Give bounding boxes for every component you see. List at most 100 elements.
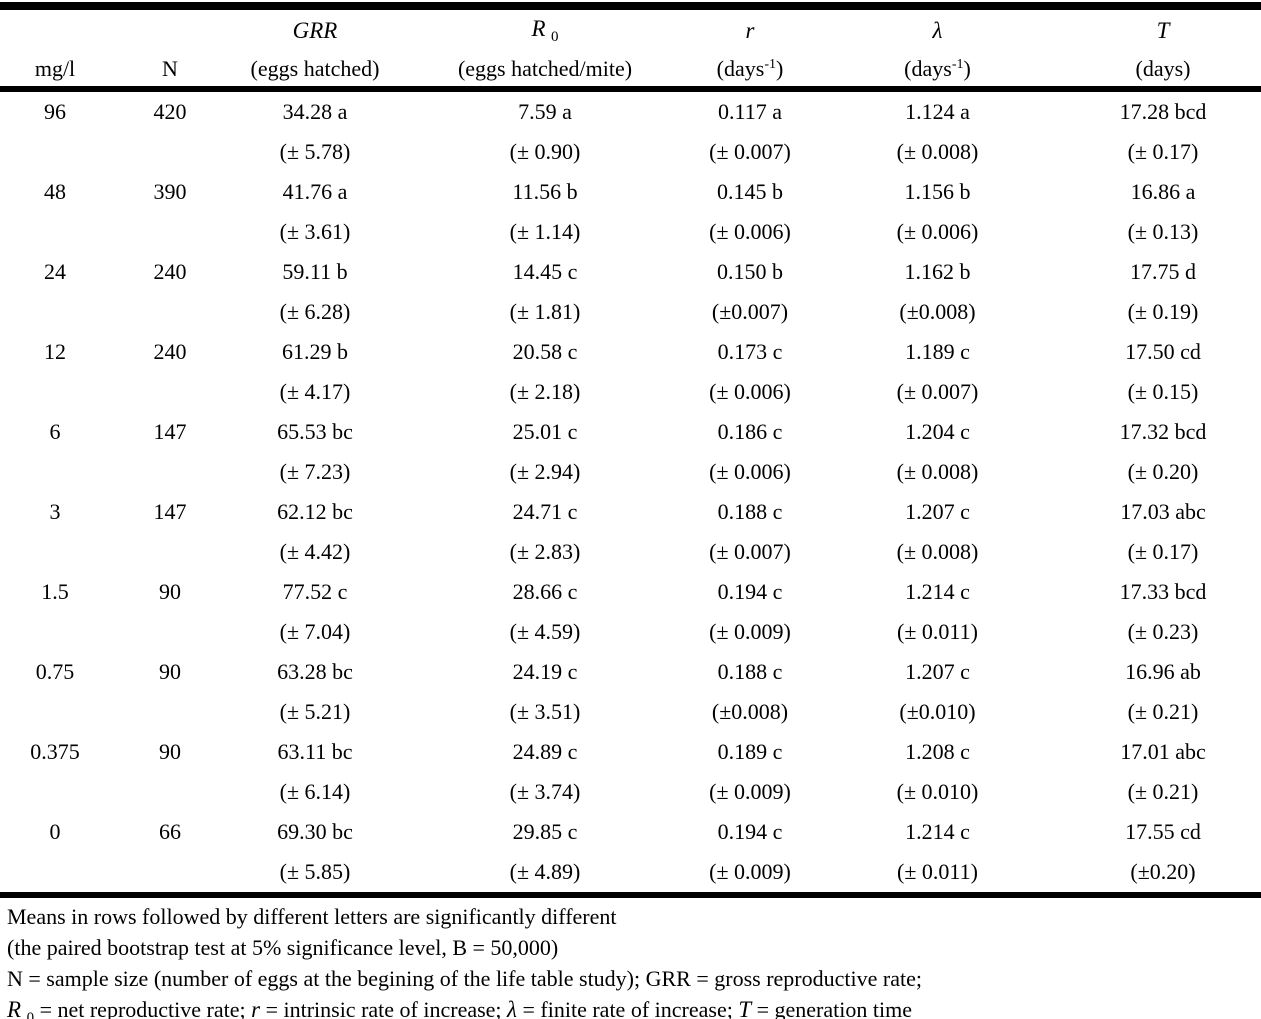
cell-n: 147 [153,419,187,444]
table-row-values: 24 240 59.11 b 14.45 c 0.150 b 1.162 b 1… [0,252,1261,292]
cell-n: 90 [159,739,181,764]
cell-grr: 62.12 bc [277,499,353,524]
cell-n: 147 [153,499,187,524]
cell-r0: 20.58 c [512,339,578,364]
header-symbol-row: GRR R 0 r λ T [0,6,1261,52]
table-row-values: 1.5 90 77.52 c 28.66 c 0.194 c 1.214 c 1… [0,572,1261,612]
cell-r: 0.188 c [717,659,783,684]
cell-dose-empty [0,452,110,492]
cell-dose-empty [0,372,110,412]
table-row-values: 48 390 41.76 a 11.56 b 0.145 b 1.156 b 1… [0,172,1261,212]
cell-n: 240 [153,259,187,284]
cell-lambda: 1.214 c [905,819,970,844]
cell-n-empty [110,212,230,252]
cell-r-se: (± 0.007) [709,139,791,164]
cell-r-se: (± 0.007) [709,539,791,564]
header-n-label: N [162,56,178,81]
cell-n-empty [110,452,230,492]
cell-dose-empty [0,852,110,895]
cell-r: 0.186 c [717,419,783,444]
header-grr-symbol: GRR [230,6,400,52]
header-grr-unit: (eggs hatched) [250,56,380,81]
cell-r: 0.173 c [717,339,783,364]
cell-r0-se: (± 3.74) [509,779,581,804]
table-row-standard-errors: (± 4.17) (± 2.18) (± 0.006) (± 0.007) (±… [0,372,1261,412]
r-symbol: r [745,18,755,43]
footnote-line-4: R 0 = net reproductive rate; r = intrins… [7,994,1261,1019]
header-lambda-unit: (days-1) [904,56,971,81]
cell-dose: 0 [49,819,61,844]
cell-dose: 6 [49,419,61,444]
cell-r-se: (± 0.006) [709,379,791,404]
cell-n-empty [110,372,230,412]
cell-dose: 48 [44,179,66,204]
cell-t-se: (±0.20) [1130,859,1196,884]
cell-n-empty [110,852,230,895]
cell-n-empty [110,292,230,332]
footnote-r-symbol: r [251,997,261,1019]
r-unit-superscript: -1 [764,57,776,72]
cell-r0: 24.71 c [512,499,578,524]
cell-lambda-se: (± 0.011) [897,619,978,644]
footnote-t-symbol: T [738,997,752,1019]
life-table: GRR R 0 r λ T mg/l N (eggs hatched) (egg… [0,2,1261,898]
cell-r0-se: (± 4.89) [509,859,581,884]
cell-lambda-se: (± 0.008) [896,139,979,164]
cell-dose-empty [0,212,110,252]
cell-t: 17.32 bcd [1119,419,1207,444]
cell-dose-empty [0,772,110,812]
footnote-line-1: Means in rows followed by different lett… [7,904,617,929]
cell-r0: 24.19 c [512,659,578,684]
cell-r-se: (± 0.009) [709,779,791,804]
cell-r: 0.189 c [717,739,783,764]
header-r0-symbol: R 0 [400,6,690,52]
cell-lambda-se: (± 0.010) [896,779,979,804]
cell-r-se: (± 0.009) [709,859,791,884]
cell-t-se: (± 0.17) [1127,139,1199,164]
cell-r0: 24.89 c [512,739,578,764]
cell-dose: 0.375 [30,739,80,764]
cell-t: 16.96 ab [1125,659,1201,684]
table-row-standard-errors: (± 5.85) (± 4.89) (± 0.009) (± 0.011) (±… [0,852,1261,895]
footnote-lambda-symbol: λ [507,997,518,1019]
cell-t-se: (± 0.13) [1127,219,1199,244]
cell-r-se: (± 0.009) [709,619,791,644]
cell-n-empty [110,772,230,812]
table-row-values: 6 147 65.53 bc 25.01 c 0.186 c 1.204 c 1… [0,412,1261,452]
cell-lambda: 1.208 c [905,739,970,764]
header-lambda-symbol: λ [810,6,1065,52]
cell-r0-se: (± 4.59) [509,619,581,644]
cell-t: 17.33 bcd [1119,579,1207,604]
cell-grr-se: (± 3.61) [279,219,351,244]
cell-r-se: (± 0.006) [709,219,791,244]
cell-r0-se: (± 1.81) [509,299,581,324]
cell-dose: 12 [44,339,66,364]
header-dose-label: mg/l [34,56,76,81]
cell-r0-se: (± 2.83) [509,539,581,564]
header-dose-blank [0,6,110,52]
cell-lambda: 1.214 c [905,579,970,604]
cell-dose: 3 [49,499,61,524]
cell-r: 0.145 b [717,179,783,204]
cell-lambda-se: (± 0.011) [897,859,978,884]
table-row-standard-errors: (± 3.61) (± 1.14) (± 0.006) (± 0.006) (±… [0,212,1261,252]
table-row-values: 0.375 90 63.11 bc 24.89 c 0.189 c 1.208 … [0,732,1261,772]
header-t-symbol: T [1065,6,1261,52]
cell-t-se: (± 0.19) [1127,299,1199,324]
cell-r-se: (± 0.006) [709,459,791,484]
cell-dose: 24 [44,259,66,284]
cell-dose-empty [0,532,110,572]
cell-dose: 0.75 [35,659,75,684]
cell-t: 17.03 abc [1120,499,1206,524]
cell-grr: 77.52 c [282,579,348,604]
r0-subscript: 0 [551,29,559,45]
cell-t: 17.01 abc [1120,739,1206,764]
cell-t-se: (± 0.15) [1127,379,1199,404]
cell-r: 0.194 c [717,819,783,844]
cell-r0: 7.59 a [518,99,572,124]
cell-lambda-se: (±0.010) [899,699,976,724]
cell-r: 0.194 c [717,579,783,604]
cell-lambda-se: (± 0.006) [896,219,979,244]
cell-grr-se: (± 5.78) [279,139,351,164]
